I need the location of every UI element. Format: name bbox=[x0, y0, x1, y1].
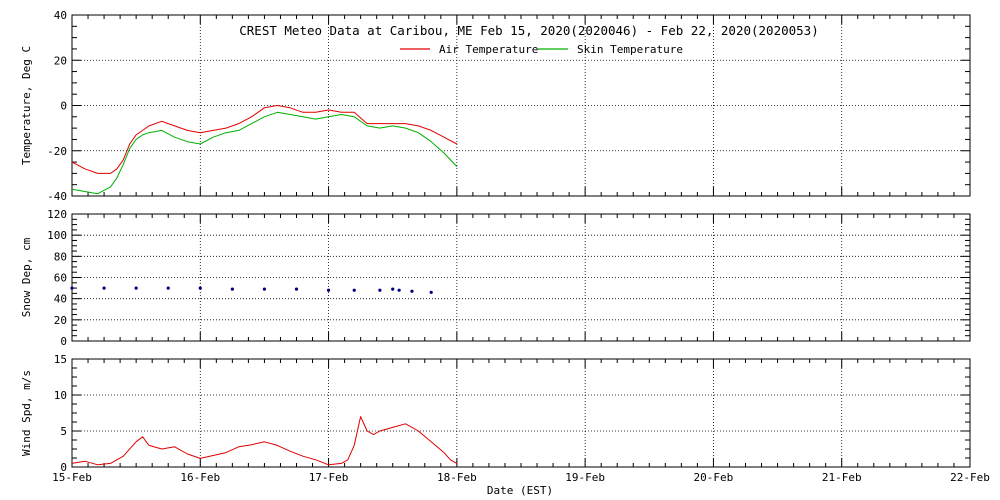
y-axis-label: Snow Dep, cm bbox=[20, 237, 33, 317]
panel-frame bbox=[71, 358, 971, 468]
data-point bbox=[102, 286, 106, 290]
y-tick-label: 80 bbox=[54, 250, 67, 263]
y-tick-label: -20 bbox=[47, 145, 67, 158]
y-axis-label: Wind Spd, m/s bbox=[20, 370, 33, 456]
x-tick-label: 22-Feb bbox=[950, 471, 990, 484]
y-tick-label: 40 bbox=[54, 9, 67, 22]
y-tick-label: 0 bbox=[60, 100, 67, 113]
x-tick-label: 21-Feb bbox=[822, 471, 862, 484]
y-tick-label: 0 bbox=[60, 335, 67, 348]
x-tick-label: 15-Feb bbox=[52, 471, 92, 484]
data-point bbox=[326, 288, 331, 292]
data-point bbox=[134, 286, 138, 290]
chart-title: CREST Meteo Data at Caribou, ME Feb 15, … bbox=[239, 23, 818, 38]
y-tick-label: 20 bbox=[54, 54, 67, 67]
series-snow-depth bbox=[70, 286, 433, 294]
series-line-wind-speed bbox=[71, 416, 458, 466]
data-point bbox=[166, 286, 170, 290]
x-tick-label: 18-Feb bbox=[437, 471, 477, 484]
y-tick-label: 15 bbox=[54, 353, 67, 366]
x-axis-label: Date (EST) bbox=[487, 484, 553, 497]
x-tick-label: 16-Feb bbox=[180, 471, 220, 484]
x-tick-label: 20-Feb bbox=[694, 471, 734, 484]
y-tick-label: 0 bbox=[60, 461, 67, 474]
y-tick-label: 100 bbox=[47, 229, 67, 242]
series-line-air-temperature bbox=[71, 105, 458, 174]
series-line-skin-temperature bbox=[71, 111, 458, 195]
data-point bbox=[230, 287, 234, 291]
legend: Air Temperature Skin Temperature bbox=[400, 43, 683, 56]
data-point bbox=[198, 286, 202, 290]
plot-panels: -40 -20 0 20 40 Temperature, Deg C Air Tempera… bbox=[20, 9, 990, 484]
y-tick-label: 40 bbox=[54, 293, 67, 306]
y-tick-label: 20 bbox=[54, 314, 67, 327]
panel-snow-depth: 0 20 40 60 80 100 120 Snow Dep, cm bbox=[20, 208, 971, 348]
data-point bbox=[352, 288, 356, 292]
data-point bbox=[378, 288, 382, 292]
data-point bbox=[391, 287, 395, 291]
y-tick-label: 60 bbox=[54, 272, 67, 285]
y-tick-label: 5 bbox=[60, 425, 67, 438]
panel-wind-speed: 0 5 10 15 Wind Spd, m/s 15-Feb 16-Feb 17-Feb 18-… bbox=[20, 353, 990, 484]
data-point bbox=[429, 290, 433, 294]
panel-frame bbox=[71, 213, 971, 342]
y-tick-label: -40 bbox=[47, 190, 67, 203]
data-point bbox=[410, 289, 414, 293]
data-point bbox=[397, 288, 401, 292]
y-axis-label: Temperature, Deg C bbox=[20, 46, 33, 165]
data-point bbox=[70, 286, 74, 290]
data-point bbox=[294, 287, 299, 291]
x-tick-label: 17-Feb bbox=[309, 471, 349, 484]
x-tick-label: 19-Feb bbox=[565, 471, 605, 484]
legend-entry: Air Temperature bbox=[439, 43, 538, 56]
y-tick-label: 10 bbox=[54, 389, 67, 402]
panel-temperature: -40 -20 0 20 40 Temperature, Deg C Air Tempera… bbox=[20, 9, 971, 203]
data-point bbox=[262, 287, 267, 291]
legend-entry: Skin Temperature bbox=[577, 43, 683, 56]
y-tick-label: 120 bbox=[47, 208, 67, 221]
